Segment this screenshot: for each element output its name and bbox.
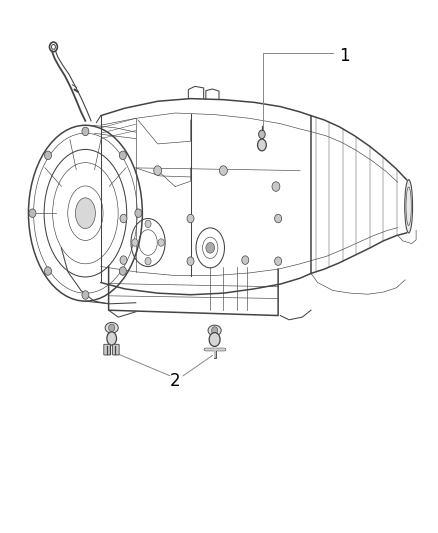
Circle shape <box>109 324 115 332</box>
FancyBboxPatch shape <box>113 344 119 355</box>
Ellipse shape <box>75 198 95 229</box>
Circle shape <box>154 166 162 175</box>
Circle shape <box>242 256 249 264</box>
Ellipse shape <box>105 322 118 333</box>
Circle shape <box>219 166 227 175</box>
Ellipse shape <box>82 127 89 136</box>
Circle shape <box>120 256 127 264</box>
Circle shape <box>206 243 215 253</box>
Circle shape <box>145 220 151 228</box>
Ellipse shape <box>107 332 117 345</box>
Text: 1: 1 <box>339 47 350 65</box>
FancyBboxPatch shape <box>104 344 110 355</box>
Ellipse shape <box>135 209 142 217</box>
Ellipse shape <box>405 180 413 233</box>
Circle shape <box>212 327 218 334</box>
Ellipse shape <box>119 151 126 159</box>
Ellipse shape <box>45 151 52 159</box>
Circle shape <box>272 182 280 191</box>
Circle shape <box>158 239 164 246</box>
Circle shape <box>187 214 194 223</box>
Circle shape <box>120 214 127 223</box>
Ellipse shape <box>119 267 126 276</box>
Ellipse shape <box>45 267 52 276</box>
Circle shape <box>145 257 151 265</box>
Circle shape <box>187 257 194 265</box>
Circle shape <box>132 239 138 246</box>
Ellipse shape <box>82 290 89 299</box>
Text: 2: 2 <box>170 372 180 390</box>
Circle shape <box>275 214 282 223</box>
Circle shape <box>275 257 282 265</box>
Ellipse shape <box>258 130 265 139</box>
Ellipse shape <box>29 209 36 217</box>
Ellipse shape <box>208 325 221 336</box>
Ellipse shape <box>258 139 266 151</box>
Ellipse shape <box>209 333 220 346</box>
